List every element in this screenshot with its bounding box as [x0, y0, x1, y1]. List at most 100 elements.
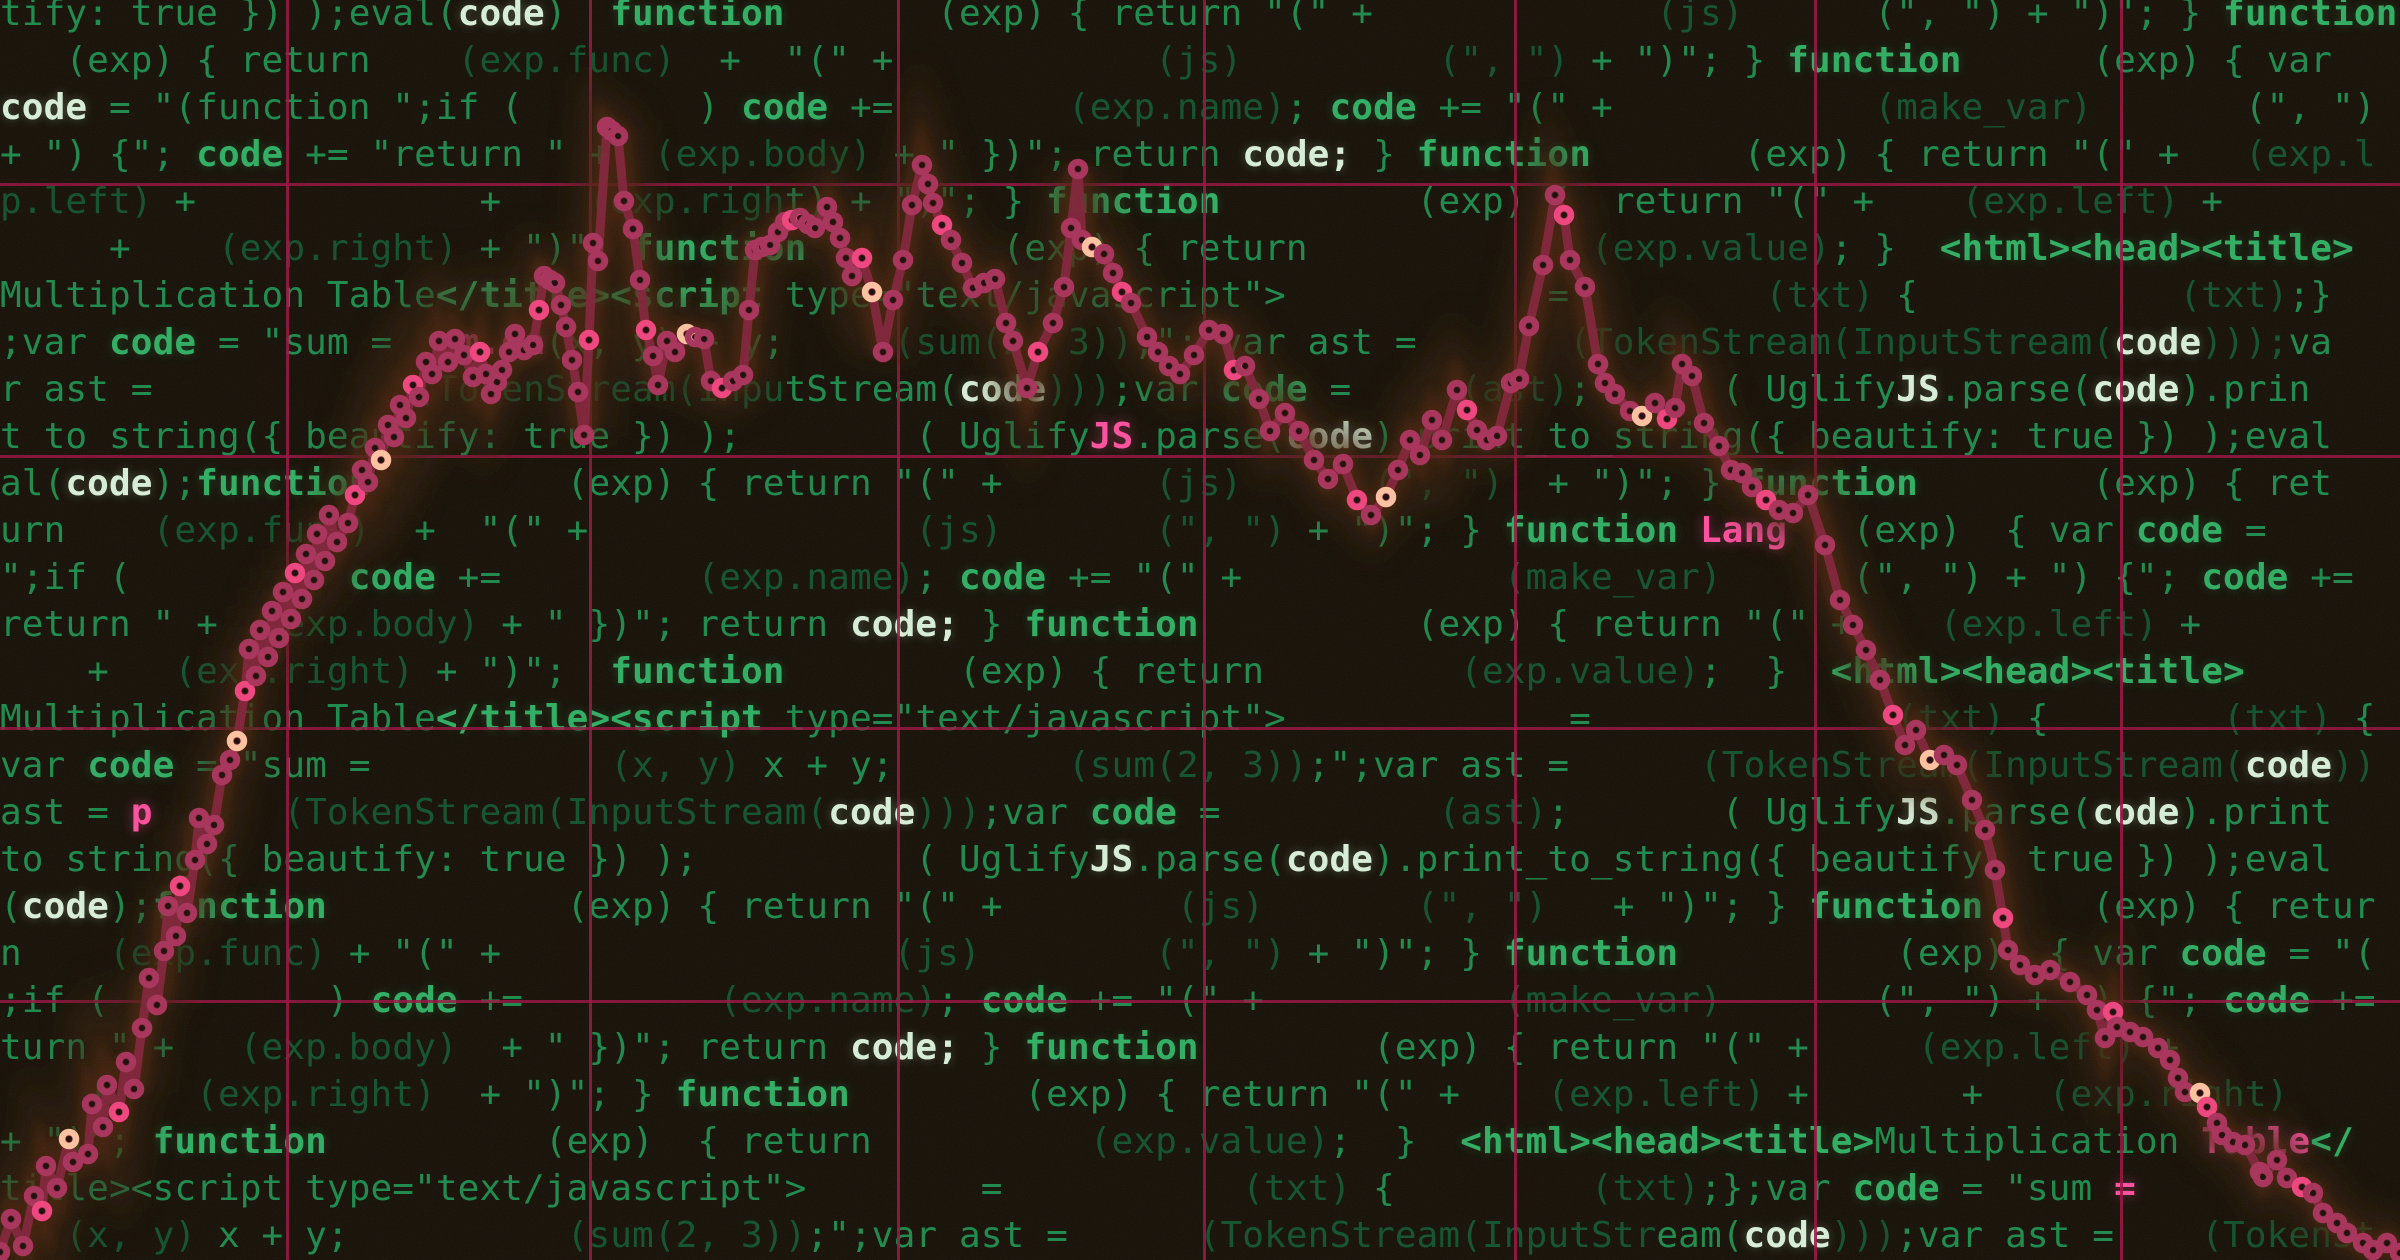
code-text-segment: function: [1503, 510, 1679, 551]
code-text-segment: title><script type="text/javascript"> =: [0, 1168, 1243, 1209]
grid-line-vertical: [286, 0, 289, 1260]
code-text-segment: (exp.func): [152, 510, 371, 551]
code-text-segment: ): [544, 0, 611, 34]
code-text-segment: code: [2179, 933, 2267, 974]
code-text-segment: (exp) { return: [806, 228, 1591, 269]
code-text-segment: [2354, 228, 2376, 269]
code-text-segment: (txt): [1765, 275, 1875, 316]
code-text-segment: n: [0, 933, 109, 974]
code-text-segment: (exp) { return: [0, 40, 458, 81]
code-text-segment: ;var: [980, 792, 1090, 833]
code-text-segment: </title><script: [435, 698, 785, 739]
code-text-segment: (exp.body): [261, 604, 480, 645]
code-text-segment: [1242, 40, 1438, 81]
code-row: var code = "sum = (x, y) x + y; (sum(2, …: [0, 742, 2400, 789]
code-text-segment: );: [108, 886, 153, 927]
grid-line-vertical: [1814, 0, 1817, 1260]
code-text-segment: function: [152, 886, 327, 927]
code-row: (x, y) x + y; (sum(2, 3));";var ast = (T…: [0, 1212, 2400, 1259]
code-text-segment: ; }: [1699, 651, 1831, 692]
code-text-segment: function: [1024, 604, 1199, 645]
code-text-segment: [1264, 886, 1417, 927]
code-text-segment: (exp) { ret: [1917, 463, 2333, 504]
code-text-segment: = "(: [2266, 933, 2376, 974]
code-text-segment: (js): [1176, 886, 1265, 927]
code-text-segment: to string({ beautify: true }) ); ( Uglif…: [0, 839, 1090, 880]
code-text-segment: code: [1220, 369, 1308, 410]
code-text-segment: (txt): [1242, 1168, 1352, 1209]
code-text-segment: Multiplication Table: [0, 698, 436, 739]
code-row: to string({ beautify: true }) ); ( Uglif…: [0, 836, 2400, 883]
code-text-segment: (exp) { return "(" +: [849, 1074, 1548, 1115]
code-text-segment: type="text/javascript"> =: [784, 698, 1897, 739]
code-text-segment: (: [0, 886, 22, 927]
code-text-segment: ast =: [0, 792, 131, 833]
code-text-segment: (exp) { return "(" +: [1198, 604, 1940, 645]
code-text-segment: (exp) { return: [784, 651, 1461, 692]
code-text-segment: (js): [1155, 40, 1243, 81]
code-text-segment: code: [108, 322, 197, 363]
code-text-segment: code: [21, 886, 109, 927]
code-text-segment: ))): [915, 792, 981, 833]
code-text-segment: (txt): [1590, 1168, 1700, 1209]
code-text-segment: function: [610, 651, 785, 692]
code-text-segment: (exp) { return: [326, 1121, 1090, 1162]
code-text-segment: function: [2223, 0, 2398, 34]
code-text-segment: (txt): [1896, 698, 2006, 739]
code-text-segment: + +: [152, 181, 589, 222]
code-text-segment: (exp) { return "(" +: [1591, 134, 2245, 175]
code-text-segment: t) + ")"; }: [784, 181, 1047, 222]
code-text-segment: (", "): [1155, 933, 1286, 974]
code-text-segment: (sum(2, 3)): [893, 322, 1134, 363]
code-text-segment: [2136, 1168, 2289, 1209]
code-text-segment: = "sum =: [196, 322, 458, 363]
code-text-segment: code: [457, 0, 545, 34]
code-text-segment: (exp.value): [1460, 651, 1700, 692]
code-text-segment: +: [2135, 1027, 2376, 1068]
code-text-segment: +=: [828, 87, 1068, 128]
code-text-segment: + ")"; }: [435, 1074, 676, 1115]
code-row: urn (exp.func) + "(" + (js) (", ") + ")"…: [0, 507, 2400, 554]
code-text-segment: code: [958, 369, 1047, 410]
code-text-segment: va: [2288, 322, 2333, 363]
code-text-segment: JS: [1089, 416, 1134, 457]
code-text-segment: [1678, 510, 1700, 551]
code-row: + (exp.right) + ")"; } function (exp) { …: [0, 1071, 2400, 1118]
code-text-segment: + " })"; return: [457, 1027, 850, 1068]
grid-line-vertical: [897, 0, 900, 1260]
code-text-segment: .parse(: [1133, 839, 1286, 880]
code-text-segment: t to string({ beautify: true }) ); ( Ugl…: [0, 416, 1090, 457]
code-text-segment: tStream(: [784, 369, 959, 410]
code-text-segment: Multiplication: [1874, 1121, 2202, 1162]
code-text-segment: (exp) { return "(" +: [326, 886, 1177, 927]
code-text-segment: ;";var ast =: [806, 1215, 1199, 1256]
code-text-segment: ; }: [1329, 1121, 1461, 1162]
code-text-segment: ;: [1285, 87, 1330, 128]
code-text-segment: )): [2332, 745, 2376, 786]
code-text-segment: + ")"; }: [1547, 886, 1809, 927]
code-text-segment: (TokenSt: [2201, 1215, 2376, 1256]
grid-line-vertical: [2120, 0, 2123, 1260]
code-text-segment: }: [958, 1027, 1025, 1068]
code-text-segment: (TokenStream(InputStream(: [283, 792, 829, 833]
code-text-segment: (exp.name): [1067, 87, 1286, 128]
code-text-segment: <html><head><title>: [1939, 228, 2354, 269]
code-text-segment: function: [1416, 134, 1592, 175]
code-row: (exp) { return (exp.func) + "(" + (js) (…: [0, 37, 2400, 84]
code-text-segment: (js): [893, 933, 981, 974]
code-text-segment: [1003, 510, 1156, 551]
code-text-segment: (exp.body): [239, 1027, 458, 1068]
code-text-segment: ; }: [1830, 228, 1940, 269]
code-text-segment: function: [152, 1121, 327, 1162]
code-text-segment: Table: [2201, 1121, 2311, 1162]
code-text-segment: code: [741, 87, 829, 128]
code-text-segment: <html><head><title>: [1460, 1121, 1875, 1162]
code-text-segment: [1242, 463, 1373, 504]
code-text-segment: x + y;: [741, 745, 1068, 786]
code-text-segment: +: [2157, 604, 2376, 645]
code-text-segment: [2245, 651, 2376, 692]
code-text-segment: + ")"; }: [1569, 40, 1788, 81]
code-text-segment: (", "): [2092, 87, 2398, 128]
code-text-segment: p: [130, 792, 153, 833]
code-text-segment: (", "): [1155, 510, 1286, 551]
